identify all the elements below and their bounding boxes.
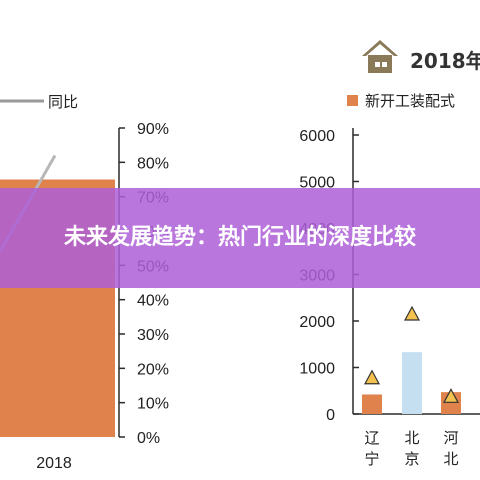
left-y-tick-label: 80% [137,155,169,172]
left-x-label-2018: 2018 [36,455,72,472]
right-marker-triangle-2 [403,305,421,321]
house-icon [362,40,398,73]
left-y-tick-label: 40% [137,293,169,310]
right-x-label-1-char: 宁 [364,450,379,468]
right-y-tick-label: 0 [326,407,335,424]
right-x-label-2-char: 北 [404,429,419,447]
right-marker-triangle-1 [363,369,381,385]
right-y-tick-label: 1000 [299,361,335,378]
right-markers [363,305,460,403]
right-x-label-3-char: 北 [443,450,458,468]
banner-title: 未来发展趋势：热门行业的深度比较 [63,225,416,250]
right-legend-label: 新开工装配式 [365,92,455,110]
right-legend-swatch [347,95,358,106]
right-x-label-2-char: 京 [404,450,419,468]
left-y-tick-label: 0% [137,430,160,447]
right-marker-triangle-3 [442,388,460,403]
right-bars [362,352,461,414]
right-bar-1 [362,394,382,414]
right-bar-2 [402,352,422,414]
left-legend-label: 同比 [48,93,78,111]
left-y-tick-label: 30% [137,327,169,344]
left-y-tick-label: 20% [137,361,169,378]
left-y-tick-label: 10% [137,396,169,413]
title-banner: 未来发展趋势：热门行业的深度比较 [0,188,480,288]
right-y-tick-label: 5000 [299,175,335,192]
left-y-tick-label: 90% [137,121,169,138]
right-y-tick-label: 6000 [299,128,335,145]
right-chart-title: 2018年 [410,49,480,73]
right-x-label-3-char: 河 [443,429,458,447]
right-y-tick-label: 2000 [299,314,335,331]
right-x-label-1-char: 辽 [364,429,379,447]
